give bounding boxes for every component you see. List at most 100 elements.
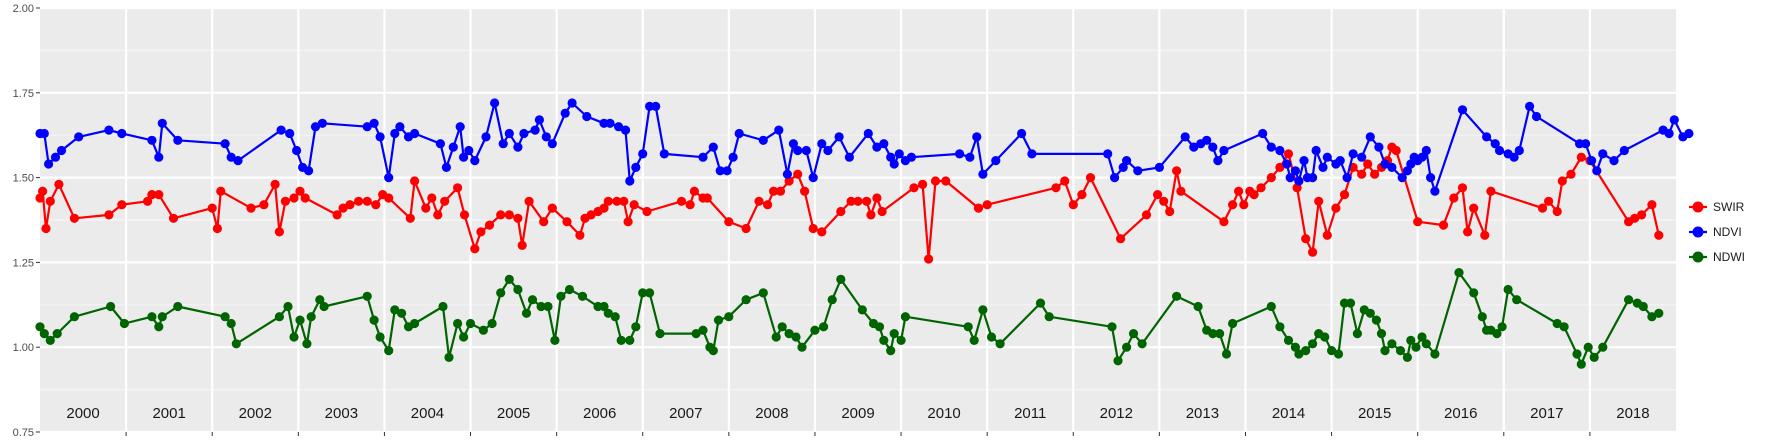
point-swir [909, 183, 919, 193]
point-swir [207, 203, 217, 213]
point-ndwi [616, 335, 626, 345]
point-ndvi [1311, 145, 1321, 156]
point-swir [877, 206, 887, 217]
point-ndvi [1406, 159, 1416, 169]
legend-key-point [1692, 226, 1704, 238]
point-ndvi [889, 159, 899, 169]
point-swir [54, 179, 64, 189]
point-ndvi [1017, 128, 1027, 139]
point-swir [866, 210, 876, 220]
point-ndvi [605, 118, 615, 128]
point-ndwi [1107, 322, 1117, 332]
point-swir [612, 196, 622, 206]
point-swir [259, 200, 269, 210]
point-swir [724, 217, 734, 227]
point-ndwi [375, 332, 385, 342]
point-ndwi [1275, 322, 1285, 332]
series-ndvi [35, 98, 1694, 196]
year-label: 2012 [1100, 405, 1133, 422]
point-ndvi [1531, 111, 1542, 122]
point-swir [793, 169, 803, 179]
point-ndwi [599, 301, 609, 312]
point-ndvi [978, 169, 988, 179]
point-ndvi [631, 162, 641, 172]
point-ndwi [1193, 301, 1203, 312]
point-ndwi [410, 318, 420, 329]
point-ndwi [896, 335, 906, 345]
point-ndwi [631, 322, 641, 332]
point-ndwi [536, 301, 546, 312]
point-swir [354, 196, 364, 206]
point-swir [1331, 203, 1341, 213]
point-ndvi [498, 139, 508, 149]
point-ndwi [1044, 312, 1054, 322]
point-swir [1301, 234, 1311, 244]
point-swir [642, 206, 652, 217]
point-swir [69, 213, 79, 223]
point-swir [212, 223, 222, 234]
point-ndwi [645, 288, 655, 298]
point-swir [1438, 220, 1449, 230]
point-ndvi [1122, 156, 1132, 166]
point-ndwi [758, 288, 768, 298]
point-ndwi [453, 318, 463, 329]
point-ndwi [625, 335, 635, 345]
point-ndvi [1208, 142, 1218, 152]
point-ndvi [808, 173, 818, 183]
point-swir [1077, 190, 1087, 200]
point-swir [754, 196, 764, 206]
point-ndvi [226, 152, 236, 162]
point-ndvi [1482, 132, 1492, 142]
point-swir [459, 210, 470, 220]
y-tick-label: 1.75 [13, 88, 34, 100]
point-ndwi [577, 291, 588, 301]
point-ndvi [441, 162, 451, 172]
point-ndwi [655, 329, 665, 339]
y-tick-label: 2.00 [13, 3, 34, 15]
point-ndwi [963, 322, 973, 332]
point-swir [147, 190, 157, 200]
point-ndvi [104, 125, 114, 135]
point-swir [539, 217, 549, 227]
point-ndwi [1503, 284, 1513, 295]
point-ndvi [1110, 173, 1120, 183]
point-swir [1449, 193, 1459, 203]
point-ndvi [715, 166, 725, 176]
point-ndvi [56, 145, 67, 156]
point-swir [362, 196, 372, 206]
point-ndwi [106, 301, 116, 312]
point-ndwi [35, 322, 45, 332]
legend-label: SWIR [1713, 200, 1745, 214]
point-ndwi [1345, 298, 1356, 308]
point-ndvi [817, 139, 827, 149]
point-ndwi [1512, 295, 1522, 305]
point-swir [1363, 159, 1373, 169]
point-ndvi [698, 152, 708, 162]
point-swir [1630, 213, 1640, 223]
series-swir [35, 142, 1664, 264]
point-ndwi [1320, 332, 1330, 342]
point-ndvi [1402, 166, 1412, 176]
grid-major [40, 6, 1676, 434]
point-ndwi [1417, 332, 1427, 342]
legend-item-swir: SWIR [1689, 200, 1745, 214]
point-ndwi [1352, 329, 1362, 339]
point-swir [117, 200, 127, 210]
point-swir [623, 217, 633, 227]
point-swir [496, 210, 506, 220]
point-ndwi [231, 339, 241, 349]
point-ndvi [448, 142, 458, 152]
point-swir [769, 186, 779, 196]
point-ndwi [771, 332, 781, 342]
point-swir [484, 220, 495, 230]
point-ndwi [220, 312, 230, 322]
point-ndvi [1103, 149, 1113, 159]
point-ndwi [1598, 342, 1608, 352]
legend-key-point [1692, 201, 1704, 213]
point-ndvi [1525, 101, 1535, 111]
point-swir [1068, 200, 1078, 210]
point-ndwi [1421, 339, 1431, 349]
point-swir [1637, 210, 1647, 220]
point-ndwi [1380, 346, 1390, 356]
point-swir [853, 196, 863, 206]
